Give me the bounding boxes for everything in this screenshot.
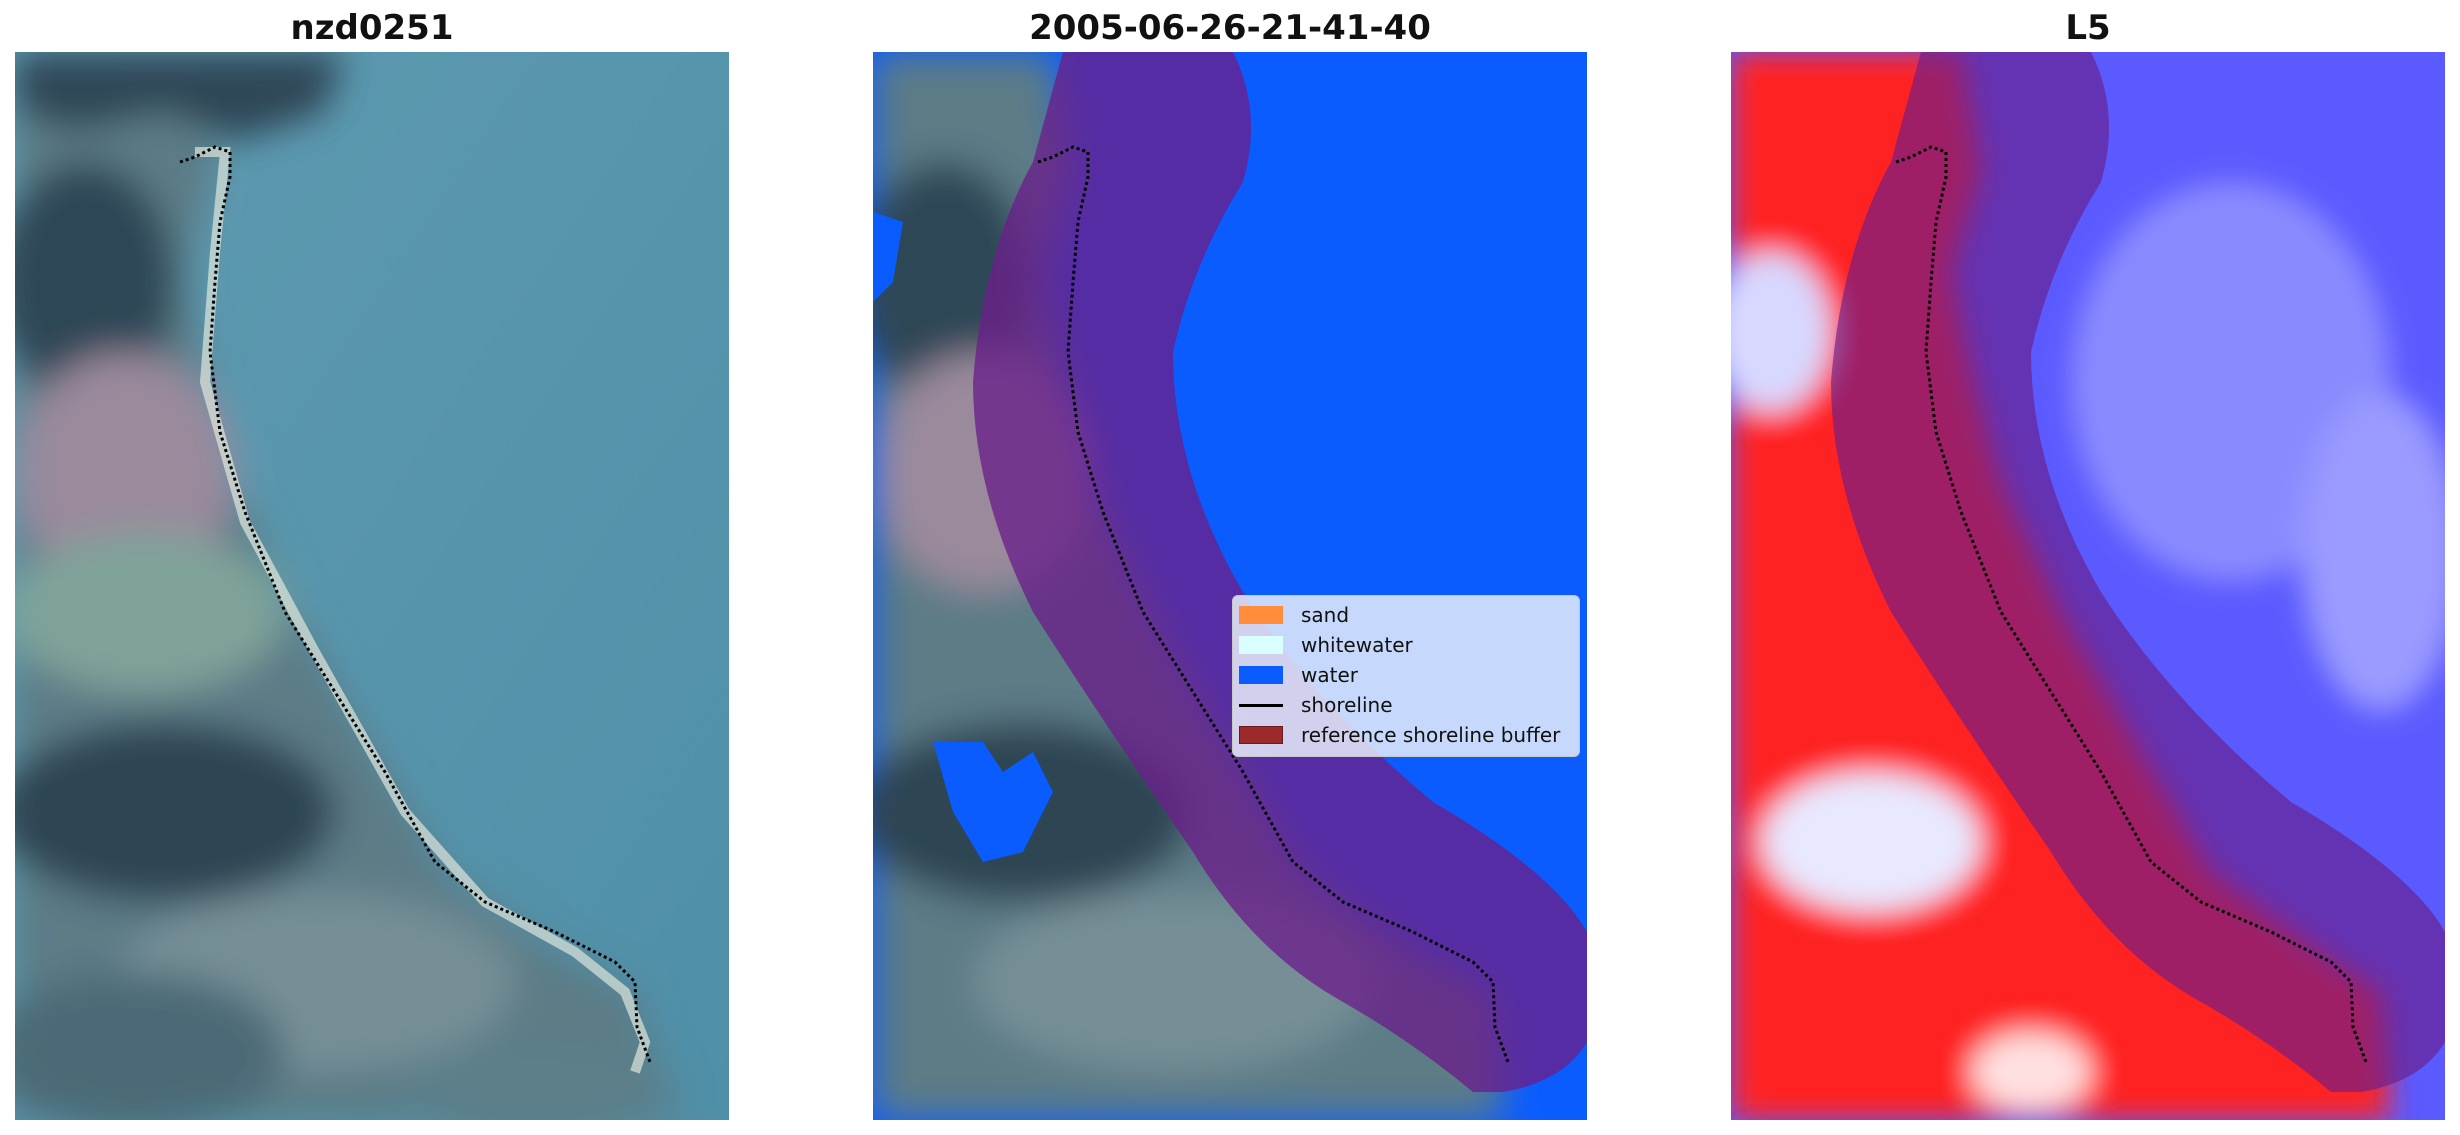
reference-shoreline-buffer — [1831, 52, 2445, 1092]
legend-label: shoreline — [1301, 693, 1393, 717]
shoreline-line — [1037, 145, 1510, 1063]
rgb-satellite-image — [15, 52, 729, 1120]
whitewater-swatch-icon — [1239, 636, 1283, 654]
legend: sand whitewater water shoreline referenc… — [1232, 595, 1580, 757]
legend-item-water: water — [1239, 660, 1358, 690]
panel-title-index: L5 — [2065, 8, 2111, 48]
panel-title-classification: 2005-06-26-21-41-40 — [1029, 8, 1431, 48]
index-panel — [1731, 52, 2445, 1120]
water-swatch-icon — [1239, 666, 1283, 684]
legend-label: reference shoreline buffer — [1301, 723, 1561, 747]
shoreline-line — [179, 145, 652, 1063]
legend-label: whitewater — [1301, 633, 1413, 657]
panel-title-rgb: nzd0251 — [290, 8, 454, 48]
legend-label: water — [1301, 663, 1358, 687]
legend-item-whitewater: whitewater — [1239, 630, 1413, 660]
legend-label: sand — [1301, 603, 1350, 627]
shoreline-line — [1895, 145, 2368, 1063]
buffer-swatch-icon — [1239, 726, 1283, 744]
rgb-image-panel — [15, 52, 729, 1120]
legend-item-reference-shoreline-buffer: reference shoreline buffer — [1239, 720, 1560, 750]
legend-item-shoreline: shoreline — [1239, 690, 1393, 720]
sand-swatch-icon — [1239, 606, 1283, 624]
classification-panel — [873, 52, 1587, 1120]
classification-image — [873, 52, 1587, 1120]
legend-item-sand: sand — [1239, 600, 1349, 630]
reference-shoreline-buffer — [973, 52, 1587, 1092]
shoreline-line-icon — [1239, 703, 1283, 707]
index-image — [1731, 52, 2445, 1120]
